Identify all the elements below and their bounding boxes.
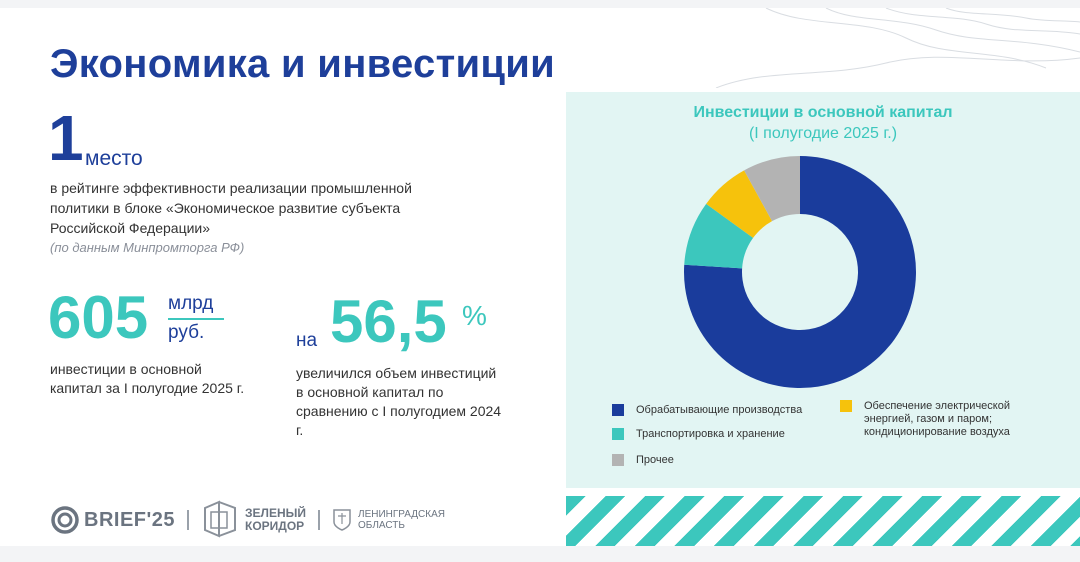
legend-item-other: Прочее [612,454,832,467]
brief-ring-icon [51,506,79,534]
legend-swatch [612,454,624,466]
growth-description: увеличился объем инвестиций в основной к… [296,365,502,438]
green-corridor-line2: КОРИДОР [245,519,305,533]
investment-unit: млрд руб. [168,292,224,345]
investment-value: 605 [48,284,149,351]
legend-item-transport: Транспортировка и хранение [612,428,832,441]
green-corridor-line1: ЗЕЛЕНЫЙ [245,506,306,520]
leningrad-region-text: ЛЕНИНГРАДСКАЯ ОБЛАСТЬ [358,509,445,531]
donut-chart [684,156,916,388]
brief-logo: BRIEF'25 [50,505,175,535]
rank-source: (по данным Минпромторга РФ) [50,240,245,255]
chart-subtitle: (I полугодие 2025 г.) [748,125,898,142]
investment-description: инвестиции в основной капитал за I полуг… [50,361,245,396]
rank-number: 1 [48,102,84,174]
leningrad-region-logo: ЛЕНИНГРАДСКАЯ ОБЛАСТЬ [332,508,445,532]
leningrad-region-line2: ОБЛАСТЬ [358,520,405,531]
rank-description: в рейтинге эффективности реализации пром… [50,180,412,236]
legend-label: Транспортировка и хранение [636,428,785,440]
green-corridor-logo: ЗЕЛЕНЫЙ КОРИДОР [201,500,306,540]
legend-item-manufacturing: Обрабатывающие производства [612,404,832,417]
legend-swatch [612,404,624,416]
green-corridor-icon [204,500,237,538]
footer-logos: BRIEF'25 ЗЕЛЕНЫЙ КОРИДОР ЛЕНИНГРАДСКАЯ О… [50,500,445,540]
donut-slice-manufacturing [684,156,916,388]
topo-pattern [715,8,1080,88]
slide: Экономика и инвестиции 1 место в рейтинг… [0,8,1080,546]
footer-separator [187,510,190,530]
leningrad-region-line1: ЛЕНИНГРАДСКАЯ [358,509,445,520]
coat-of-arms-icon [333,509,351,531]
legend-swatch [840,400,852,412]
growth-prefix: на [296,330,318,351]
decorative-stripes [566,496,1080,546]
legend-swatch [612,428,624,440]
donut-slice-transport [684,203,754,269]
legend-label: Прочее [636,454,674,466]
growth-value: 56,5 [330,288,447,355]
investment-unit-bottom: руб. [168,322,205,343]
donut-slice-energy [706,170,773,238]
investment-unit-top: млрд [168,292,224,320]
page-title: Экономика и инвестиции [50,42,556,86]
rank-word: место [85,147,143,170]
green-corridor-text: ЗЕЛЕНЫЙ КОРИДОР [245,507,306,533]
legend-item-energy: Обеспечение электрической энергией, газо… [840,400,1020,439]
footer-separator [318,510,320,530]
chart-panel [566,92,1080,488]
donut-slice-other [744,156,800,222]
legend-label: Обеспечение электрической энергией, газо… [864,400,1010,438]
legend-label: Обрабатывающие производства [636,404,803,416]
chart-title: Инвестиции в основной капитал (I полугод… [566,102,1080,144]
growth-unit: % [462,300,487,331]
brief-logo-text: BRIEF'25 [84,508,176,531]
chart-title-main: Инвестиции в основной капитал [693,104,953,121]
